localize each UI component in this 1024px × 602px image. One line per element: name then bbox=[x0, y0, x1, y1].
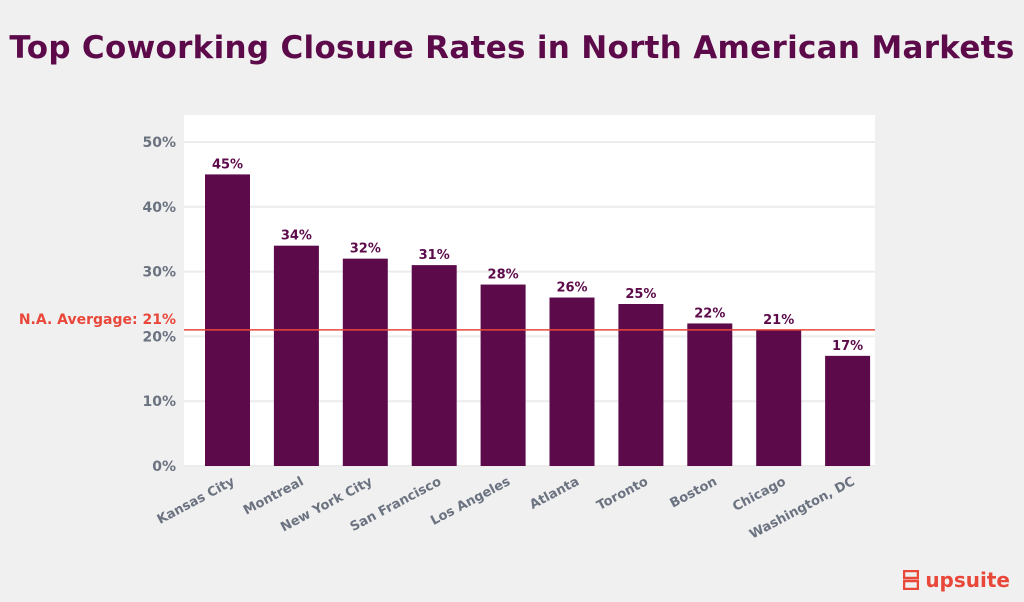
bar-value-label: 25% bbox=[625, 287, 656, 302]
x-tick-label: Kansas City bbox=[155, 474, 238, 528]
x-tick-label: Atlanta bbox=[527, 474, 582, 512]
bar-value-label: 31% bbox=[419, 248, 450, 263]
average-label: N.A. Avergage: 21% bbox=[19, 312, 176, 328]
y-tick-label: 0% bbox=[152, 459, 176, 475]
bar-value-label: 17% bbox=[832, 339, 863, 354]
y-tick-label: 30% bbox=[142, 265, 176, 281]
bar bbox=[342, 258, 388, 466]
bar-value-label: 34% bbox=[281, 229, 312, 244]
y-tick-label: 50% bbox=[142, 135, 176, 151]
upsuite-logo-icon bbox=[903, 570, 920, 590]
bar bbox=[549, 297, 595, 466]
bar-value-label: 26% bbox=[556, 281, 587, 296]
y-tick-label: 20% bbox=[142, 329, 176, 345]
bar-value-label: 22% bbox=[694, 306, 725, 321]
brand-name: upsuite bbox=[925, 568, 1010, 592]
bar bbox=[825, 355, 871, 466]
bar-value-label: 32% bbox=[350, 242, 381, 257]
bar bbox=[273, 245, 319, 466]
upsuite-logo: upsuite bbox=[903, 568, 1010, 592]
bar bbox=[756, 329, 802, 466]
bar bbox=[205, 174, 250, 466]
bar bbox=[618, 304, 664, 466]
bar bbox=[480, 284, 526, 466]
bar-value-label: 21% bbox=[763, 313, 794, 328]
bar-value-label: 45% bbox=[212, 157, 243, 172]
x-tick-label: Boston bbox=[668, 474, 720, 511]
bar bbox=[687, 323, 733, 466]
bar-value-label: 28% bbox=[488, 268, 519, 283]
x-tick-label: Toronto bbox=[594, 474, 650, 513]
y-tick-label: 10% bbox=[142, 394, 176, 410]
y-tick-label: 40% bbox=[142, 200, 176, 216]
chart-title: Top Coworking Closure Rates in North Ame… bbox=[9, 30, 1015, 66]
bar bbox=[411, 265, 457, 466]
x-tick-label: Chicago bbox=[730, 474, 788, 514]
